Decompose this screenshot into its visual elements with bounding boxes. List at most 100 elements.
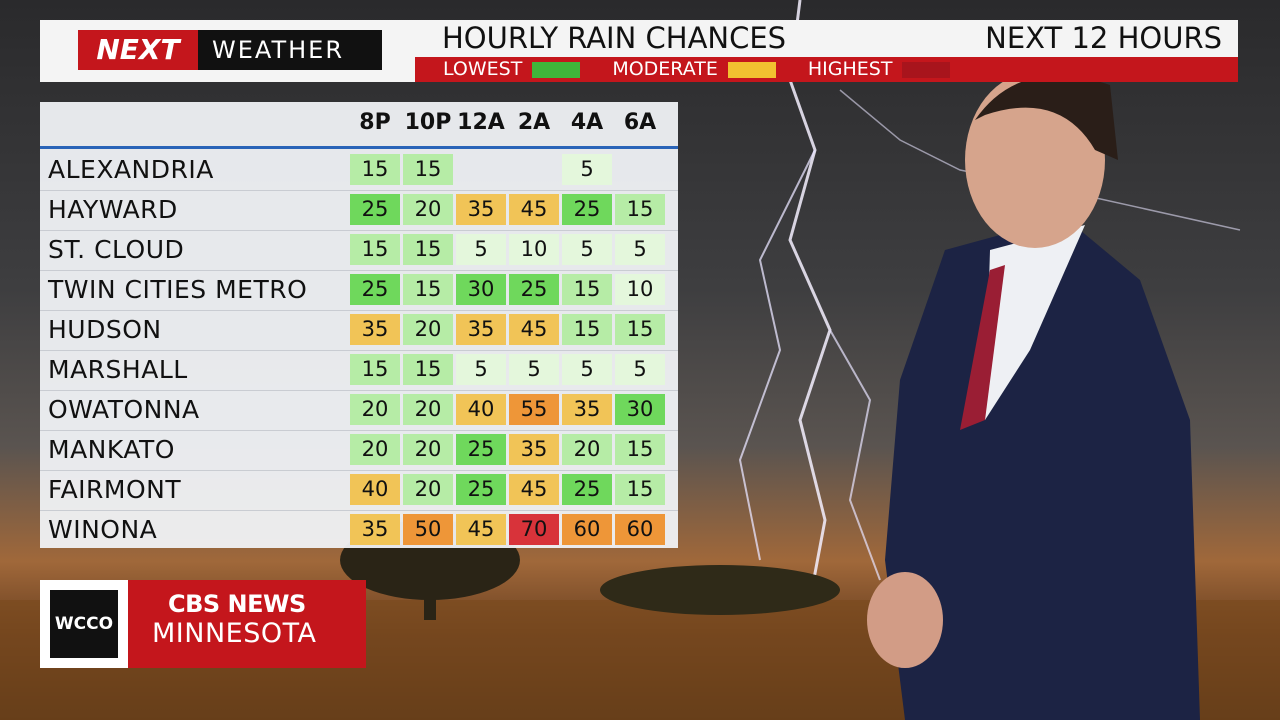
call-sign: WCCO xyxy=(50,590,118,658)
rain-cell: 45 xyxy=(509,194,559,225)
rain-cell: 15 xyxy=(350,354,400,385)
rain-cell: 20 xyxy=(403,314,453,345)
legend-swatch xyxy=(727,62,776,78)
rain-cell: 5 xyxy=(456,234,506,265)
row-name: ST. CLOUD xyxy=(48,235,185,264)
row-divider xyxy=(40,190,678,191)
row-name: WINONA xyxy=(48,515,158,544)
row-divider xyxy=(40,310,678,311)
legend-label: MODERATE xyxy=(612,58,718,80)
row-divider xyxy=(40,470,678,471)
rain-cell: 30 xyxy=(456,274,506,305)
rain-cell: 5 xyxy=(615,354,665,385)
rain-cell: 40 xyxy=(456,394,506,425)
rain-cell: 15 xyxy=(350,154,400,185)
rain-cell: 5 xyxy=(456,354,506,385)
station-badge: WCCO xyxy=(40,580,128,668)
region: MINNESOTA xyxy=(152,618,317,649)
row-divider xyxy=(40,270,678,271)
rain-cell: 25 xyxy=(456,434,506,465)
rain-cell: 35 xyxy=(456,194,506,225)
rain-cell: 25 xyxy=(562,194,612,225)
rain-cell: 5 xyxy=(562,154,612,185)
row-divider xyxy=(40,350,678,351)
rain-cell: 15 xyxy=(350,234,400,265)
logo: NEXT WEATHER xyxy=(78,30,382,70)
row-divider xyxy=(40,390,678,391)
rain-cell: 20 xyxy=(403,434,453,465)
rain-cell: 50 xyxy=(403,514,453,545)
rain-cell: 35 xyxy=(350,514,400,545)
row-name: TWIN CITIES METRO xyxy=(48,275,308,304)
rain-cell: 70 xyxy=(509,514,559,545)
rain-cell: 25 xyxy=(350,274,400,305)
row-name: OWATONNA xyxy=(48,395,200,424)
rain-cell: 20 xyxy=(403,474,453,505)
rain-cell: 20 xyxy=(350,434,400,465)
rain-cell: 35 xyxy=(456,314,506,345)
legend-swatch xyxy=(532,62,581,78)
rain-cell: 15 xyxy=(403,154,453,185)
rain-table: 8P 10P 12A 2A 4A 6A ALEXANDRIA 15 15 5 HAYWARD 25 20… xyxy=(40,102,678,548)
row-name: HAYWARD xyxy=(48,195,178,224)
network: CBS NEWS xyxy=(168,590,306,618)
logo-product: WEATHER xyxy=(212,36,344,64)
rain-cell: 25 xyxy=(562,474,612,505)
rain-cell: 15 xyxy=(615,314,665,345)
row-divider xyxy=(40,430,678,431)
column-header: 6A xyxy=(623,110,657,135)
rain-cell: 10 xyxy=(615,274,665,305)
rain-cell: 25 xyxy=(456,474,506,505)
rain-cell: 15 xyxy=(403,274,453,305)
rain-cell: 15 xyxy=(562,314,612,345)
rain-cell: 5 xyxy=(562,354,612,385)
period: NEXT 12 HOURS xyxy=(985,21,1222,55)
row-name: MARSHALL xyxy=(48,355,188,384)
rain-cell: 20 xyxy=(403,394,453,425)
column-header: 10P xyxy=(404,110,452,135)
header-rule xyxy=(40,146,678,149)
row-divider xyxy=(40,230,678,231)
rain-cell: 20 xyxy=(562,434,612,465)
rain-cell: 15 xyxy=(615,474,665,505)
rain-cell: 60 xyxy=(615,514,665,545)
rain-cell: 15 xyxy=(615,434,665,465)
rain-cell: 55 xyxy=(509,394,559,425)
rain-cell: 60 xyxy=(562,514,612,545)
legend-label: LOWEST xyxy=(443,58,523,80)
rain-cell: 35 xyxy=(562,394,612,425)
row-name: FAIRMONT xyxy=(48,475,182,504)
rain-cell: 20 xyxy=(403,194,453,225)
network-badge: CBS NEWS MINNESOTA xyxy=(128,580,366,668)
column-header: 8P xyxy=(359,110,391,135)
rain-cell: 10 xyxy=(509,234,559,265)
rain-cell: 15 xyxy=(403,234,453,265)
column-header: 4A xyxy=(570,110,604,135)
title: HOURLY RAIN CHANCES xyxy=(442,21,787,55)
row-name: MANKATO xyxy=(48,435,175,464)
rain-cell: 45 xyxy=(456,514,506,545)
rain-cell: 40 xyxy=(350,474,400,505)
rain-cell: 25 xyxy=(509,274,559,305)
rain-cell: 15 xyxy=(562,274,612,305)
legend-swatch xyxy=(902,62,951,78)
rain-cell: 15 xyxy=(403,354,453,385)
rain-cell: 35 xyxy=(509,434,559,465)
meteorologist xyxy=(885,230,1200,720)
rain-cell: 45 xyxy=(509,474,559,505)
rain-cell: 15 xyxy=(615,194,665,225)
rain-cell: 5 xyxy=(509,354,559,385)
logo-brand: NEXT xyxy=(78,30,198,70)
row-name: HUDSON xyxy=(48,315,162,344)
rain-cell: 5 xyxy=(562,234,612,265)
row-name: ALEXANDRIA xyxy=(48,155,214,184)
rain-cell: 25 xyxy=(350,194,400,225)
rain-cell: 45 xyxy=(509,314,559,345)
column-header: 12A xyxy=(457,110,505,135)
legend-label: HIGHEST xyxy=(807,58,893,80)
rain-cell: 35 xyxy=(350,314,400,345)
row-divider xyxy=(40,510,678,511)
rain-cell: 5 xyxy=(615,234,665,265)
column-header: 2A xyxy=(517,110,551,135)
